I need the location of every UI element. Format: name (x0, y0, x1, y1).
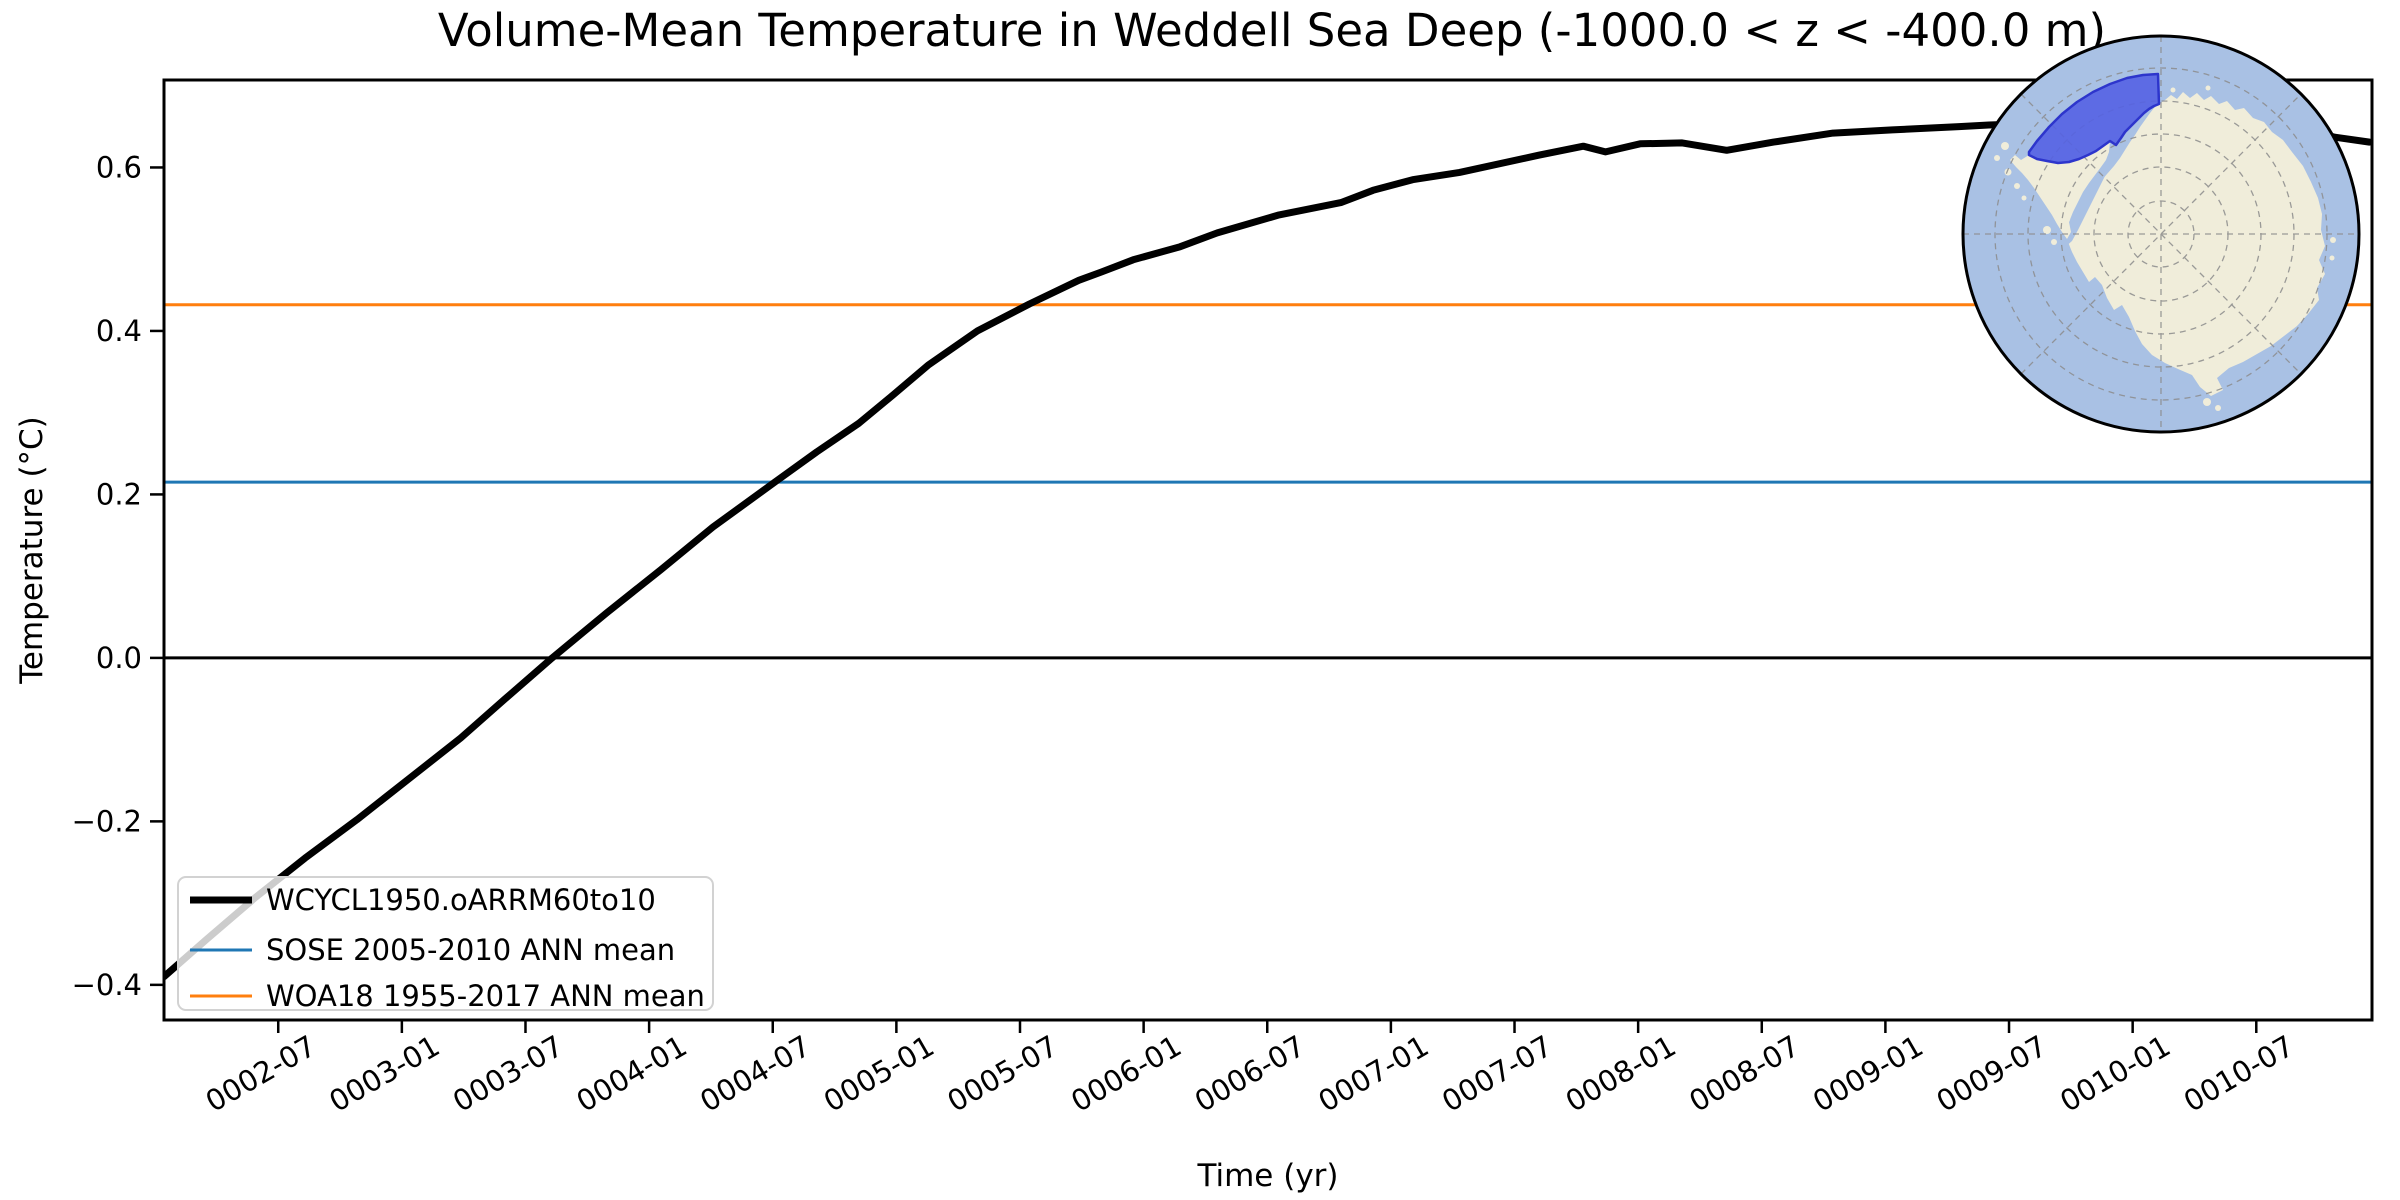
map-island (2330, 237, 2336, 243)
map-meridian-line (2020, 93, 2302, 375)
legend-item: SOSE 2005-2010 ANN mean (190, 933, 675, 967)
x-axis-label: Time (yr) (1197, 1158, 1339, 1194)
y-tick-label: 0.2 (96, 477, 142, 511)
map-weddell-region (2027, 72, 2161, 165)
legend-label: WCYCL1950.oARRM60to10 (266, 883, 656, 917)
map-land-peninsula (2010, 141, 2110, 239)
map-border (1961, 34, 2361, 434)
y-axis-label: Temperature (°C) (14, 416, 50, 685)
y-tick-label: −0.2 (72, 804, 142, 838)
map-island (2203, 398, 2211, 406)
map-island (2170, 87, 2176, 93)
legend-item: WCYCL1950.oARRM60to10 (190, 883, 656, 917)
map-island (2329, 255, 2335, 261)
map-land-mainland (2063, 92, 2325, 396)
legend-label: SOSE 2005-2010 ANN mean (266, 933, 675, 967)
map-island (2051, 239, 2057, 245)
map-island (2021, 195, 2027, 201)
antarctica-inset-map (1961, 34, 2361, 434)
y-tick-label: −0.4 (72, 968, 142, 1002)
map-island (1994, 155, 2000, 161)
map-island (2205, 85, 2211, 91)
legend: WCYCL1950.oARRM60to10 SOSE 2005-2010 ANN … (177, 876, 714, 1013)
map-island (2215, 405, 2221, 411)
y-tick-label: 0.4 (96, 314, 142, 348)
chart-title: Volume-Mean Temperature in Weddell Sea D… (438, 4, 2106, 57)
map-island (2004, 168, 2012, 176)
legend-box (177, 876, 714, 1011)
map-graticule (1963, 36, 2359, 432)
legend-item: WOA18 1955-2017 ANN mean (190, 979, 705, 1013)
plot-area (163, 117, 2373, 981)
legend-label: WOA18 1955-2017 ANN mean (266, 979, 705, 1013)
map-weddell-bay (2059, 140, 2118, 248)
y-tick-label: 0.0 (96, 641, 142, 675)
map-island (2001, 142, 2009, 150)
series-wcycl1950-line (163, 117, 2373, 981)
map-island (2014, 183, 2020, 189)
map-island (2043, 226, 2051, 234)
y-tick-label: 0.6 (96, 150, 142, 184)
